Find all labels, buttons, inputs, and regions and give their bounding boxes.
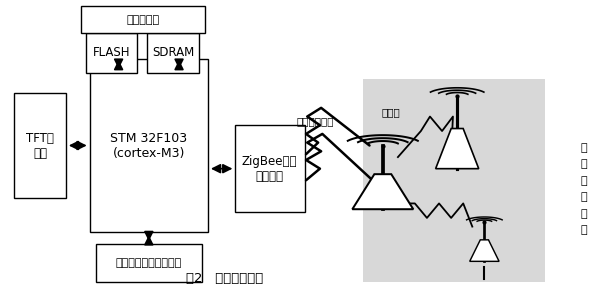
Bar xyxy=(85,33,137,73)
Text: SDRAM: SDRAM xyxy=(152,46,194,59)
Bar xyxy=(96,244,202,282)
Text: 协调者: 协调者 xyxy=(381,107,400,117)
Text: 无
线
通
信
结
点: 无 线 通 信 结 点 xyxy=(581,143,587,235)
Text: STM 32F103
(cortex-M3): STM 32F103 (cortex-M3) xyxy=(110,132,187,159)
Bar xyxy=(90,58,208,233)
Text: 存储器模块: 存储器模块 xyxy=(126,15,159,24)
Bar xyxy=(81,6,205,33)
Text: 图2   设备硬件结构: 图2 设备硬件结构 xyxy=(186,272,263,285)
Text: FLASH: FLASH xyxy=(93,46,130,59)
Text: 片上和片外围扩展模块: 片上和片外围扩展模块 xyxy=(116,258,182,268)
Text: ZigBee无线
收发模块: ZigBee无线 收发模块 xyxy=(242,155,298,183)
Bar xyxy=(364,79,545,282)
Bar xyxy=(147,33,199,73)
Text: TFT触
摸屏: TFT触 摸屏 xyxy=(26,132,54,159)
Text: 无线数据传输: 无线数据传输 xyxy=(296,116,334,126)
Bar xyxy=(15,93,65,198)
Polygon shape xyxy=(436,129,479,169)
Polygon shape xyxy=(470,240,499,261)
Bar xyxy=(235,125,304,212)
Polygon shape xyxy=(352,174,413,209)
